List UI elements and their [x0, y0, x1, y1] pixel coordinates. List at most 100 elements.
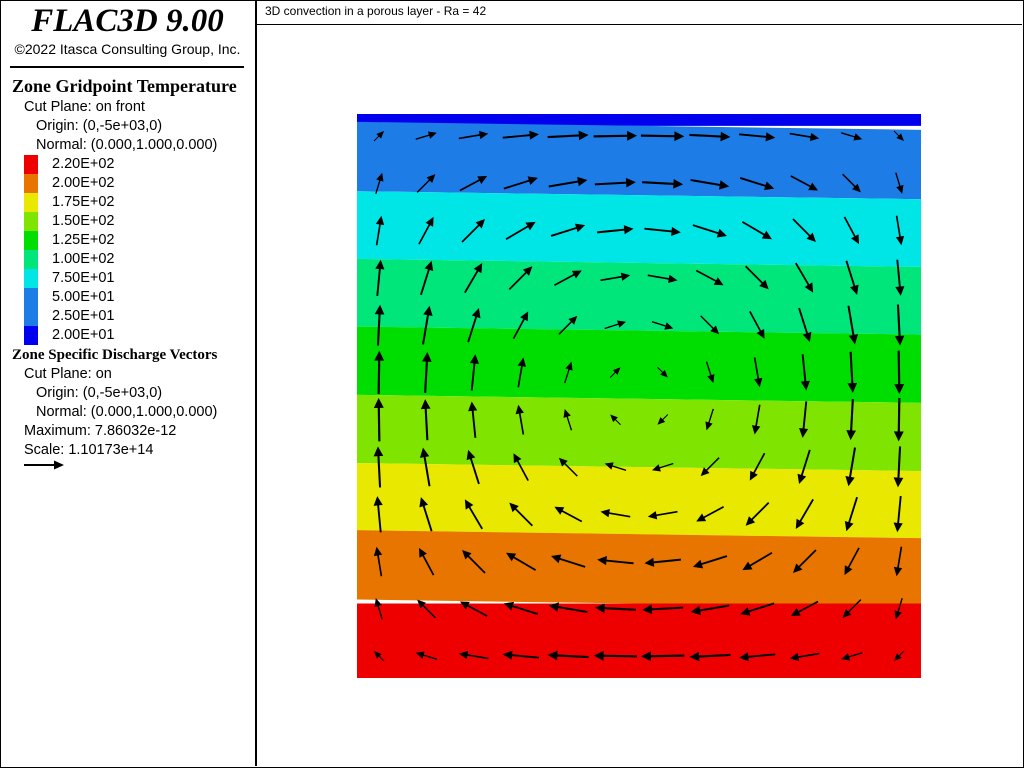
discharge-vector	[554, 506, 583, 523]
discharge-vector	[416, 174, 436, 193]
vector-scale-arrow-icon	[24, 460, 64, 470]
discharge-vector	[462, 549, 486, 574]
discharge-vector	[600, 272, 631, 282]
discharge-vector	[610, 414, 621, 426]
discharge-normal: Normal: (0.000,1.000,0.000)	[36, 404, 218, 420]
discharge-vector	[593, 650, 638, 661]
discharge-vector	[647, 510, 678, 520]
discharge-vector	[700, 457, 720, 477]
discharge-vector	[895, 259, 905, 296]
contour-band	[357, 603, 921, 678]
discharge-vector	[800, 354, 810, 391]
copyright-text: ©2022 Itasca Consulting Group, Inc.	[14, 41, 241, 57]
discharge-vector	[795, 498, 814, 529]
discharge-vector	[419, 447, 431, 487]
discharge-vector	[509, 502, 533, 527]
discharge-vector	[790, 175, 819, 191]
discharge-vector	[418, 216, 434, 245]
discharge-vector	[375, 215, 385, 246]
discharge-vector	[657, 366, 668, 378]
discharge-vector	[843, 216, 860, 245]
discharge-vector	[468, 401, 478, 438]
discharge-vector	[609, 367, 621, 378]
contour-band	[357, 463, 921, 539]
discharge-vector	[695, 269, 724, 286]
discharge-vector	[647, 274, 678, 284]
discharge-vector	[894, 350, 905, 395]
discharge-vector	[751, 404, 761, 435]
plot-canvas[interactable]	[257, 25, 1022, 766]
discharge-vector	[417, 599, 436, 619]
discharge-legend-title: Zone Specific Discharge Vectors	[12, 347, 218, 363]
discharge-vector	[597, 555, 634, 566]
color-scale-label: 2.00E+02	[52, 175, 115, 191]
discharge-vector	[373, 130, 385, 142]
color-scale-label: 2.20E+02	[52, 156, 115, 172]
discharge-vector	[467, 308, 481, 343]
discharge-vector	[604, 320, 627, 330]
plot-title-bar: 3D convection in a porous layer - Ra = 4…	[257, 0, 1022, 25]
discharge-vector	[550, 223, 586, 237]
discharge-vector	[373, 397, 384, 442]
discharge-vector	[893, 446, 904, 488]
color-scale-label: 1.75E+02	[52, 194, 115, 210]
discharge-vector	[651, 462, 674, 472]
discharge-vector	[739, 652, 776, 662]
discharge-vector	[705, 361, 715, 384]
color-swatch	[24, 288, 38, 307]
discharge-vector	[644, 226, 681, 237]
contour-band	[357, 114, 921, 126]
discharge-vector	[742, 551, 773, 571]
discharge-vector	[502, 650, 540, 660]
discharge-vector	[657, 414, 669, 425]
discharge-vector	[792, 218, 816, 243]
discharge-vector	[373, 546, 383, 577]
discharge-vector	[845, 447, 856, 487]
discharge-vector	[505, 221, 536, 241]
discharge-vector	[547, 650, 589, 661]
discharge-vector	[459, 601, 488, 617]
discharge-vector	[749, 452, 766, 481]
color-swatch	[24, 212, 38, 231]
contour-band	[357, 326, 921, 403]
discharge-vector	[895, 215, 905, 246]
color-scale-label: 2.00E+01	[52, 327, 115, 343]
discharge-vector	[375, 172, 384, 195]
plot-view[interactable]	[257, 25, 1022, 766]
color-scale-label: 2.50E+01	[52, 308, 115, 324]
color-swatch	[24, 155, 38, 174]
discharge-vector	[798, 401, 809, 438]
discharge-vector	[738, 132, 776, 142]
discharge-vector	[564, 361, 573, 384]
color-swatch	[24, 307, 38, 326]
color-swatch	[24, 231, 38, 250]
contour-band	[357, 530, 921, 608]
temperature-legend-title: Zone Gridpoint Temperature	[12, 76, 237, 96]
discharge-vector	[753, 357, 763, 388]
discharge-vector	[741, 221, 772, 240]
discharge-vector	[895, 172, 904, 194]
contour-band	[357, 121, 921, 200]
discharge-vector	[563, 408, 573, 431]
color-swatch	[24, 269, 38, 288]
discharge-vector	[420, 260, 434, 296]
app-title: FLAC3D 9.00	[31, 3, 224, 39]
legend-panel: FLAC3D 9.00 ©2022 Itasca Consulting Grou…	[0, 0, 257, 766]
discharge-vector	[422, 351, 432, 393]
contour-band	[357, 394, 921, 472]
discharge-vector	[503, 601, 539, 615]
color-scale-label: 5.00E+01	[52, 289, 115, 305]
discharge-vector	[797, 449, 811, 484]
discharge-vector	[705, 408, 714, 431]
color-scale-label: 7.50E+01	[52, 270, 115, 286]
discharge-vector	[503, 176, 538, 190]
discharge-vector	[374, 350, 385, 395]
discharge-vector	[594, 603, 636, 613]
discharge-vector	[651, 321, 674, 330]
discharge-scale: Scale: 1.10173e+14	[24, 442, 154, 458]
discharge-vector	[547, 130, 589, 141]
discharge-vector	[689, 651, 731, 662]
color-swatch	[24, 326, 38, 345]
color-scale-label: 1.25E+02	[52, 232, 115, 248]
discharge-vector	[745, 265, 769, 290]
